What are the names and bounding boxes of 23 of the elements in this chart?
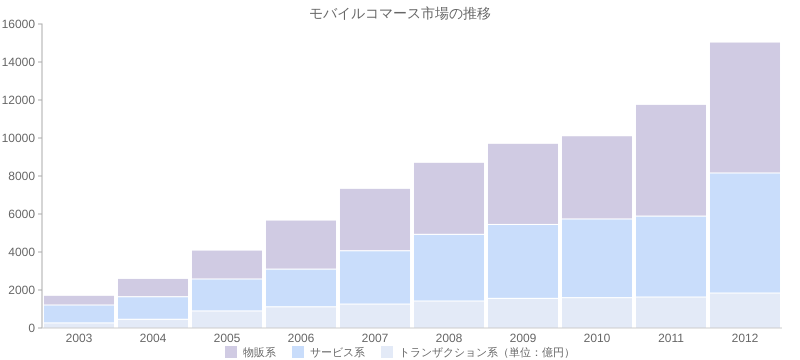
y-tick-label: 0	[28, 320, 36, 335]
x-tick-label: 2012	[732, 330, 759, 345]
y-tick-label: 8000	[8, 168, 36, 183]
y-tick-label: 12000	[2, 92, 36, 107]
x-tick-label: 2007	[362, 330, 389, 345]
x-tick-label: 2006	[288, 330, 315, 345]
x-tick-label: 2009	[510, 330, 537, 345]
x-tick-label: 2004	[140, 330, 167, 345]
y-tick-label: 16000	[2, 16, 36, 31]
x-tick-label: 2010	[584, 330, 611, 345]
legend-label: トランザクション系（単位：億円）	[399, 346, 575, 359]
y-tick-label: 10000	[2, 130, 36, 145]
chart-title: モバイルコマース市場の推移	[309, 6, 491, 22]
legend-label: サービス系	[310, 346, 365, 359]
y-tick-label: 14000	[2, 54, 36, 69]
legend-label: 物販系	[243, 346, 276, 359]
y-tick-label: 2000	[8, 282, 36, 297]
x-tick-label: 2008	[436, 330, 463, 345]
y-tick-label: 4000	[8, 244, 36, 259]
y-tick-label: 6000	[8, 206, 36, 221]
x-tick-label: 2003	[66, 330, 93, 345]
x-tick-label: 2011	[658, 330, 684, 345]
x-tick-label: 2005	[214, 330, 241, 345]
